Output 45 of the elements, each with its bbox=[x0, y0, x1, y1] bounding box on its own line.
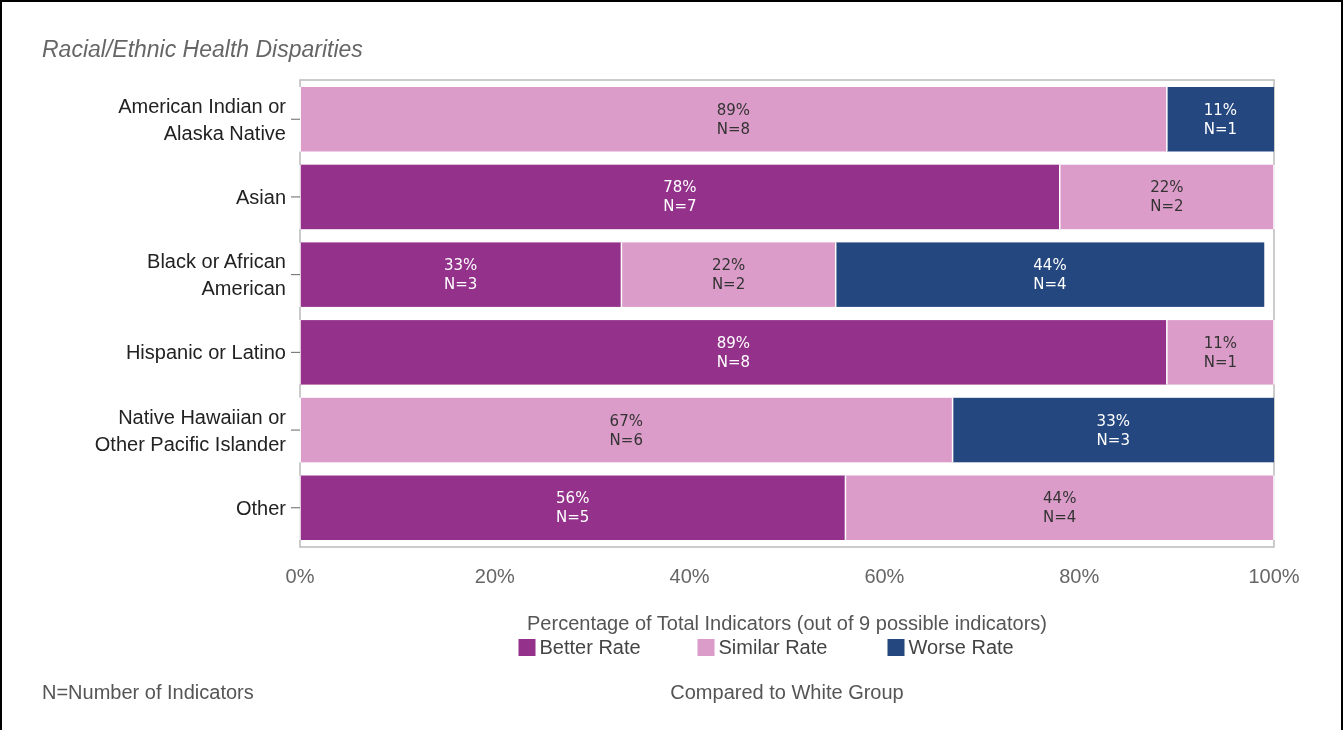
bar bbox=[300, 320, 1167, 385]
chart-title: Racial/Ethnic Health Disparities bbox=[42, 36, 364, 62]
y-tick-label: Asian bbox=[235, 185, 286, 208]
bar bbox=[1166, 86, 1274, 152]
y-tick-label: Hispanic or Latino bbox=[125, 341, 286, 364]
data-label: 22% N=2 bbox=[711, 256, 746, 294]
bar bbox=[300, 86, 1167, 152]
x-axis-title: Percentage of Total Indicators (out of 9 possible indicators) bbox=[527, 612, 1047, 634]
data-label: 33% N=3 bbox=[444, 256, 478, 294]
bar bbox=[845, 475, 1274, 541]
data-label: 33% N=3 bbox=[1096, 411, 1130, 449]
legend-title: Compared to White Group bbox=[670, 681, 904, 703]
bar bbox=[952, 397, 1274, 463]
bar bbox=[300, 164, 1060, 230]
data-label: 67% N=6 bbox=[609, 411, 643, 449]
y-tick-label: Native Hawaiian or Other Pacific Islander bbox=[94, 405, 287, 455]
data-label: 22% N=2 bbox=[1150, 178, 1184, 216]
data-label: 44% N=4 bbox=[1033, 256, 1067, 294]
bar bbox=[300, 397, 953, 463]
x-tick-label: 20% bbox=[474, 565, 516, 587]
x-tick-label: 40% bbox=[669, 565, 710, 587]
bar bbox=[1059, 164, 1274, 230]
y-tick-label: Other bbox=[235, 496, 287, 519]
data-label: 11% N=1 bbox=[1203, 333, 1238, 371]
legend-label: Worse Rate bbox=[908, 636, 1014, 658]
data-label: 89% N=8 bbox=[716, 100, 751, 138]
x-tick-label: 80% bbox=[1059, 565, 1100, 587]
data-label: 78% N=7 bbox=[663, 178, 697, 216]
y-tick-label: American Indian or Alaska Native bbox=[118, 94, 287, 144]
legend-label: Better Rate bbox=[539, 636, 641, 658]
x-tick-label: 60% bbox=[864, 565, 905, 587]
bar bbox=[1166, 320, 1274, 385]
bar bbox=[835, 242, 1265, 307]
data-label: 89% N=8 bbox=[716, 333, 751, 371]
x-tick-label: 0% bbox=[285, 565, 315, 587]
data-label: 44% N=4 bbox=[1043, 489, 1077, 527]
y-tick-label: Black or African American bbox=[147, 250, 286, 300]
legend-label: Similar Rate bbox=[718, 636, 828, 658]
text: N=Number of Indicators bbox=[42, 681, 254, 703]
bar bbox=[621, 242, 836, 307]
bar bbox=[300, 475, 846, 541]
x-tick-label: 100% bbox=[1248, 565, 1300, 587]
bar bbox=[300, 242, 622, 307]
data-label: 56% N=5 bbox=[556, 489, 590, 527]
data-label: 11% N=1 bbox=[1203, 100, 1238, 138]
